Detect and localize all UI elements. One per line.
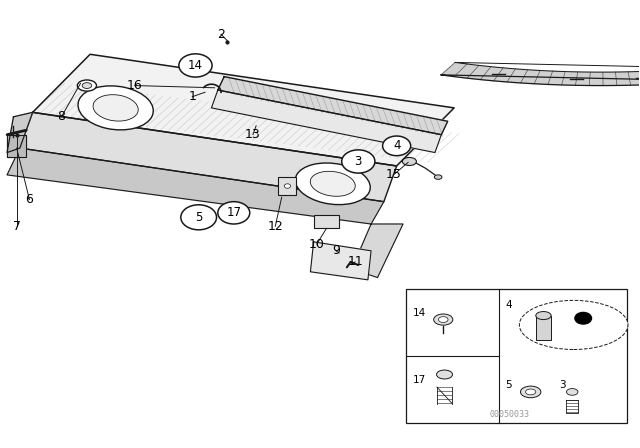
Polygon shape xyxy=(20,112,397,202)
Circle shape xyxy=(383,136,411,155)
Circle shape xyxy=(218,202,250,224)
Ellipse shape xyxy=(82,82,92,88)
Text: 6: 6 xyxy=(26,193,33,206)
Circle shape xyxy=(575,312,591,324)
Text: 5: 5 xyxy=(195,211,202,224)
Text: 11: 11 xyxy=(348,255,363,268)
Text: 2: 2 xyxy=(217,28,225,41)
Ellipse shape xyxy=(78,86,154,130)
Text: 8: 8 xyxy=(58,110,65,123)
Text: 00050033: 00050033 xyxy=(490,410,530,419)
Text: 4: 4 xyxy=(393,139,401,152)
Ellipse shape xyxy=(77,80,97,91)
Bar xyxy=(278,177,296,195)
Polygon shape xyxy=(7,148,384,224)
Text: 1: 1 xyxy=(188,90,196,103)
Bar xyxy=(406,289,627,423)
Text: 10: 10 xyxy=(309,237,324,250)
Text: 17: 17 xyxy=(227,207,241,220)
Text: 13: 13 xyxy=(245,128,261,141)
Ellipse shape xyxy=(435,175,442,179)
Text: 14: 14 xyxy=(188,59,203,72)
Polygon shape xyxy=(352,224,403,278)
Text: 14: 14 xyxy=(413,308,426,318)
Ellipse shape xyxy=(310,171,355,196)
Polygon shape xyxy=(218,77,448,135)
Text: 17: 17 xyxy=(413,375,426,385)
Polygon shape xyxy=(310,242,371,280)
Text: 9: 9 xyxy=(332,244,340,257)
Bar xyxy=(314,215,339,228)
Ellipse shape xyxy=(536,311,551,319)
Circle shape xyxy=(342,150,375,173)
Polygon shape xyxy=(7,135,26,157)
Ellipse shape xyxy=(403,157,417,165)
Polygon shape xyxy=(33,54,454,166)
Bar xyxy=(536,315,551,340)
Ellipse shape xyxy=(566,388,578,395)
Ellipse shape xyxy=(295,163,371,205)
Ellipse shape xyxy=(520,386,541,398)
Circle shape xyxy=(179,54,212,77)
Ellipse shape xyxy=(284,184,291,188)
Text: 5: 5 xyxy=(505,380,512,390)
Ellipse shape xyxy=(436,370,452,379)
Text: 3: 3 xyxy=(355,155,362,168)
Polygon shape xyxy=(7,112,33,152)
Text: 15: 15 xyxy=(385,168,401,181)
Ellipse shape xyxy=(438,317,448,323)
Polygon shape xyxy=(211,90,442,152)
Circle shape xyxy=(180,205,216,230)
Text: 3: 3 xyxy=(559,380,566,390)
Ellipse shape xyxy=(93,95,138,121)
Text: 7: 7 xyxy=(13,220,20,233)
Text: 16: 16 xyxy=(127,79,143,92)
Text: 12: 12 xyxy=(268,220,283,233)
Polygon shape xyxy=(441,62,640,86)
Ellipse shape xyxy=(525,389,536,395)
Text: 4: 4 xyxy=(505,300,512,310)
Ellipse shape xyxy=(520,300,628,349)
Ellipse shape xyxy=(434,314,453,325)
